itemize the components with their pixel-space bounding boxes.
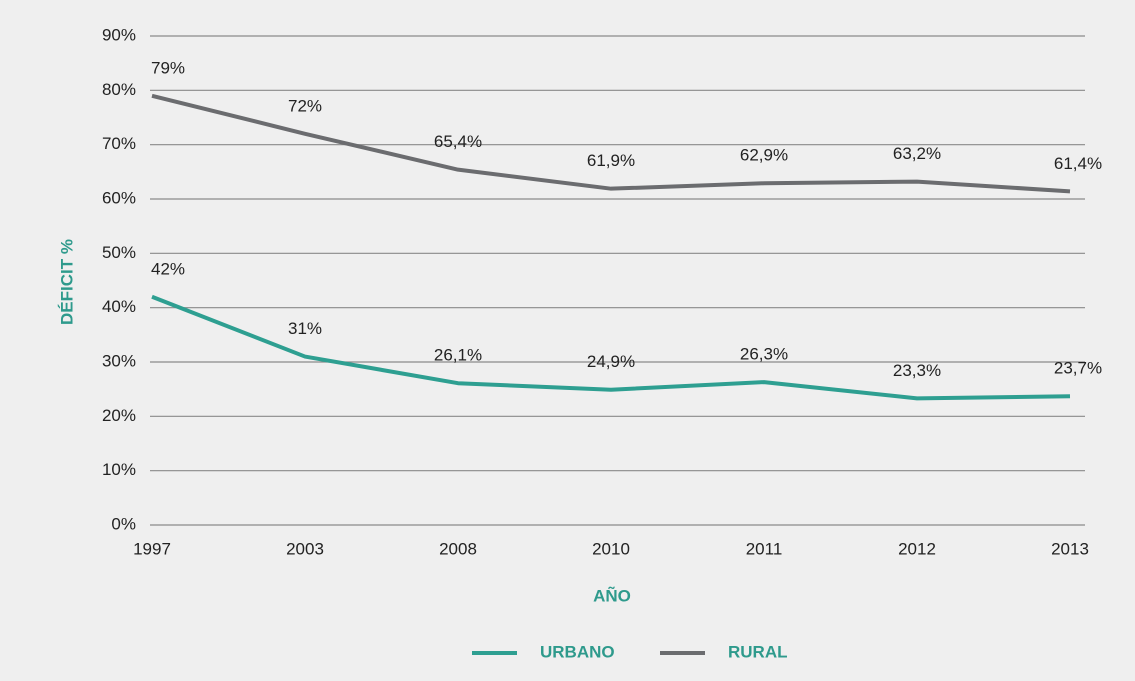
x-tick-label: 2011 <box>746 539 783 558</box>
x-tick-label: 2012 <box>898 539 936 558</box>
data-label: 31% <box>288 319 322 338</box>
y-tick-label: 40% <box>102 297 136 316</box>
x-tick-label: 2003 <box>286 539 324 558</box>
x-tick-label: 1997 <box>133 539 171 558</box>
y-axis-label: DÉFICIT % <box>57 239 76 325</box>
y-tick-label: 80% <box>102 80 136 99</box>
data-label: 72% <box>288 96 322 115</box>
legend-label: RURAL <box>728 642 788 661</box>
data-line <box>151 294 1071 401</box>
data-label: 61,9% <box>587 151 635 170</box>
data-label: 61,4% <box>1054 154 1102 173</box>
x-axis-label: AÑO <box>593 585 631 605</box>
y-tick-label: 70% <box>102 134 136 153</box>
data-label: 26,1% <box>434 346 482 365</box>
y-tick-label: 20% <box>102 406 136 425</box>
data-label: 65,4% <box>434 132 482 151</box>
x-tick-label: 2010 <box>592 539 630 558</box>
data-label: 79% <box>151 58 185 77</box>
y-tick-label: 90% <box>102 25 136 44</box>
data-label: 24,9% <box>587 352 635 371</box>
data-label: 26,3% <box>740 345 788 364</box>
legend-label: URBANO <box>540 642 615 661</box>
y-tick-label: 50% <box>102 243 136 262</box>
data-label: 42% <box>151 259 185 278</box>
y-tick-label: 30% <box>102 351 136 370</box>
y-tick-label: 0% <box>111 514 136 533</box>
x-tick-label: 2008 <box>439 539 477 558</box>
data-label: 23,7% <box>1054 359 1102 378</box>
data-label: 63,2% <box>893 144 941 163</box>
x-tick-label: 2013 <box>1051 539 1089 558</box>
y-tick-label: 10% <box>102 460 136 479</box>
data-label: 62,9% <box>740 146 788 165</box>
y-tick-label: 60% <box>102 188 136 207</box>
data-label: 23,3% <box>893 361 941 380</box>
data-line <box>151 93 1071 194</box>
